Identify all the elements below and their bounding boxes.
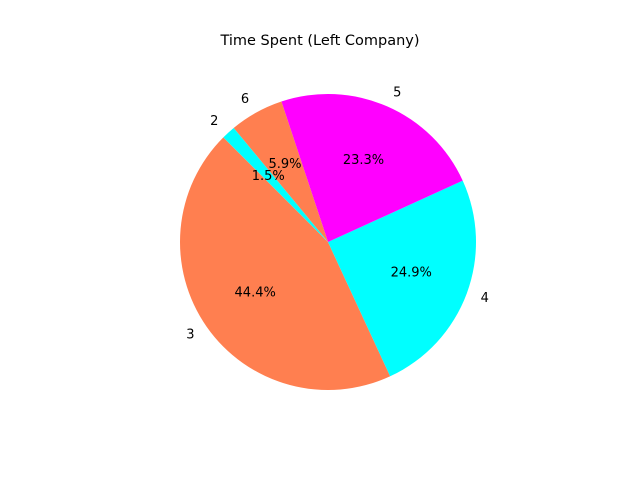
pie-percent-label-3: 44.4% xyxy=(235,285,276,300)
pie-slice-4 xyxy=(328,180,476,377)
pie-percent-label-5: 23.3% xyxy=(343,153,384,168)
chart-title: Time Spent (Left Company) xyxy=(220,33,420,49)
pie-category-label-4: 4 xyxy=(481,291,489,306)
pie-slice-3 xyxy=(179,137,391,391)
pie-percent-label-4: 24.9% xyxy=(391,265,432,280)
pie-category-label-5: 5 xyxy=(393,85,401,100)
pie-slice-6 xyxy=(233,101,328,242)
pie-labels: 44.4% 3 24.9% 4 23.3% 5 5.9% 6 1.5% 2 xyxy=(186,85,489,342)
pie-percent-label-2: 1.5% xyxy=(252,169,285,184)
pie-percent-label-6: 5.9% xyxy=(268,157,301,172)
pie-slice-5 xyxy=(281,93,463,242)
pie-category-label-6: 6 xyxy=(241,92,249,107)
pie-category-label-3: 3 xyxy=(186,328,194,343)
pie-category-label-2: 2 xyxy=(210,114,218,129)
pie-slices xyxy=(179,93,476,391)
pie-slice-2 xyxy=(223,127,328,242)
